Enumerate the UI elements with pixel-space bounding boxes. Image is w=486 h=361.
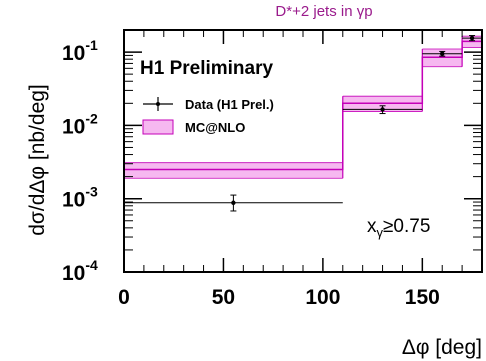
y-tick-label: 10-4 bbox=[62, 257, 98, 285]
x-tick-label: 100 bbox=[305, 286, 340, 309]
y-tick-label: 10-3 bbox=[62, 184, 98, 212]
mc-band-layer bbox=[124, 35, 482, 179]
preliminary-label: H1 Preliminary bbox=[140, 58, 273, 79]
x-tick-label: 150 bbox=[405, 286, 440, 309]
y-axis-title: dσ/dΔφ [nb/deg] bbox=[26, 84, 49, 236]
y-tick-label: 10-2 bbox=[62, 110, 98, 138]
data-point bbox=[440, 51, 445, 56]
data-point bbox=[380, 107, 385, 112]
data-point-layer bbox=[124, 35, 482, 212]
data-point bbox=[469, 35, 475, 41]
axes-layer: 10-1 10-2 10-3 10-4 0 50 100 150 bbox=[62, 30, 483, 309]
legend-data-label: Data (H1 Prel.) bbox=[185, 97, 274, 112]
y-tick-label: 10-1 bbox=[62, 37, 98, 65]
mc-band-bin bbox=[124, 162, 343, 179]
chart-title: D*+2 jets in γp bbox=[275, 3, 372, 20]
x-axis-title: Δφ [deg] bbox=[402, 336, 482, 359]
legend-data-marker-dot bbox=[156, 102, 160, 106]
x-tick-label: 0 bbox=[118, 286, 130, 309]
legend: Data (H1 Prel.) MC@NLO bbox=[142, 97, 274, 135]
data-point bbox=[231, 200, 236, 205]
x-tick-label: 50 bbox=[212, 286, 235, 309]
legend-mc-label: MC@NLO bbox=[185, 120, 245, 135]
cut-annotation: xγ≥0.75 bbox=[367, 216, 430, 240]
legend-mc-swatch bbox=[142, 119, 174, 135]
